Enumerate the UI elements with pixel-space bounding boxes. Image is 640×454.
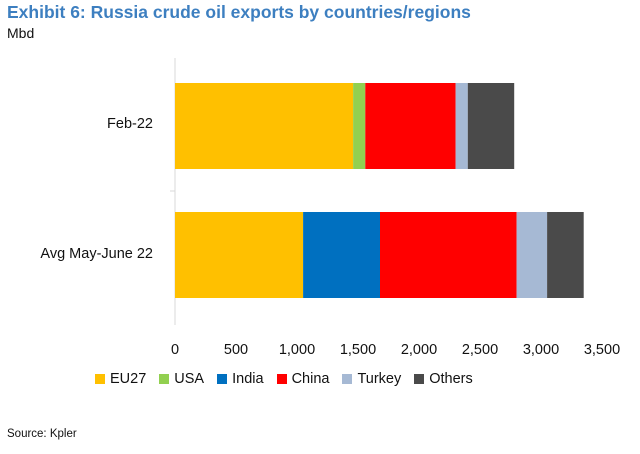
bar-segment-others-feb-22 [467,83,515,169]
bar-segment-eu27-avg-may-june-22 [175,212,304,298]
source-note: Source: Kpler [7,428,77,440]
bar-segment-china-feb-22 [365,83,456,169]
unit-label: Mbd [7,25,35,41]
legend-swatch-usa [159,374,170,384]
x-tick-label: 2,000 [401,342,437,358]
legend-label-eu27: EU27 [110,371,147,387]
bar-segment-eu27-feb-22 [175,83,354,169]
x-tick-label: 1,500 [340,342,376,358]
legend-swatch-eu27 [95,374,105,384]
x-tick-label: 3,000 [523,342,559,358]
bar-segment-usa-feb-22 [353,83,366,169]
x-tick-label: 0 [171,342,179,358]
chart-title: Exhibit 6: Russia crude oil exports by c… [7,2,471,22]
legend-swatch-others [414,374,425,384]
legend-label-usa: USA [174,371,205,387]
legend-item-eu27: EU27 [95,371,146,387]
category-label-feb-22: Feb-22 [107,116,153,132]
x-tick-label: 500 [224,342,248,358]
legend-label-china: China [291,371,330,387]
legend-item-usa: USA [159,371,204,387]
legend-swatch-turkey [342,374,353,384]
legend-swatch-china [276,374,287,384]
x-tick-label: 1,000 [279,342,315,358]
bar-segment-china-avg-may-june-22 [380,212,517,298]
legend-item-others: Others [414,371,473,387]
legend-item-india: India [217,371,264,387]
legend: EU27 USA India China Turkey Others [95,371,486,387]
x-tick-label: 2,500 [462,342,498,358]
legend-label-others: Others [429,371,473,387]
bar-segment-turkey-feb-22 [455,83,468,169]
category-label-avg-may-june-22: Avg May-June 22 [40,246,153,262]
bar-segment-turkey-avg-may-june-22 [516,212,548,298]
x-tick-label: 3,500 [584,342,620,358]
legend-label-turkey: Turkey [357,371,402,387]
legend-label-india: India [232,371,264,387]
bar-segment-others-avg-may-june-22 [547,212,584,298]
bar-segment-india-avg-may-june-22 [303,212,380,298]
legend-item-china: China [276,371,330,387]
legend-swatch-india [217,374,228,384]
legend-item-turkey: Turkey [342,371,401,387]
